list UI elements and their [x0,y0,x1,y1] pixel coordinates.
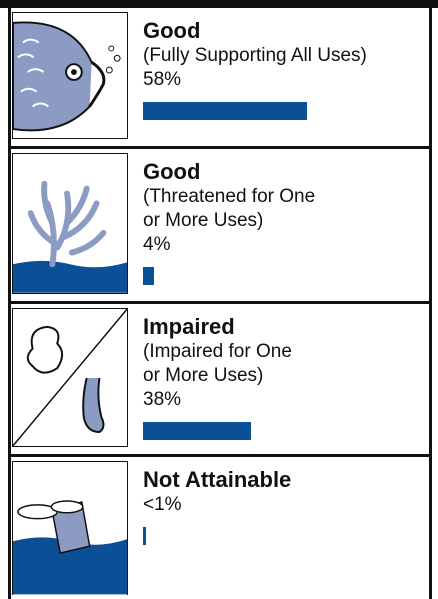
bar [143,527,146,545]
row-text: Not Attainable <1% [143,467,291,545]
bar [143,422,251,440]
row-text: Good (Threatened for One or More Uses) 4… [143,159,315,285]
row: Good (Threatened for One or More Uses) 4… [8,149,432,304]
plant-icon [12,153,128,294]
top-bar [0,0,438,8]
row: Good (Fully Supporting All Uses) 58% [8,8,432,149]
row-subtitle: (Impaired for One [143,340,292,364]
fish-icon [12,12,128,139]
row-text: Good (Fully Supporting All Uses) 58% [143,18,367,120]
row: Impaired (Impaired for One or More Uses)… [8,304,432,457]
row-subtitle: or More Uses) [143,209,315,233]
pipe-icon [12,461,128,595]
organism-icon [12,308,128,447]
row-value-label: 58% [143,68,367,92]
bar [143,102,307,120]
row-subtitle: (Threatened for One [143,185,315,209]
page: Good (Fully Supporting All Uses) 58% Goo… [0,0,438,599]
row-title: Good [143,18,367,44]
bar [143,267,154,285]
row-title: Impaired [143,314,292,340]
row-value-label: <1% [143,493,291,517]
row-title: Good [143,159,315,185]
row-value-label: 38% [143,388,292,412]
row-subtitle: or More Uses) [143,364,292,388]
row-text: Impaired (Impaired for One or More Uses)… [143,314,292,440]
row-value-label: 4% [143,233,315,257]
row-title: Not Attainable [143,467,291,493]
row: Not Attainable <1% [8,457,432,599]
row-subtitle: (Fully Supporting All Uses) [143,44,367,68]
